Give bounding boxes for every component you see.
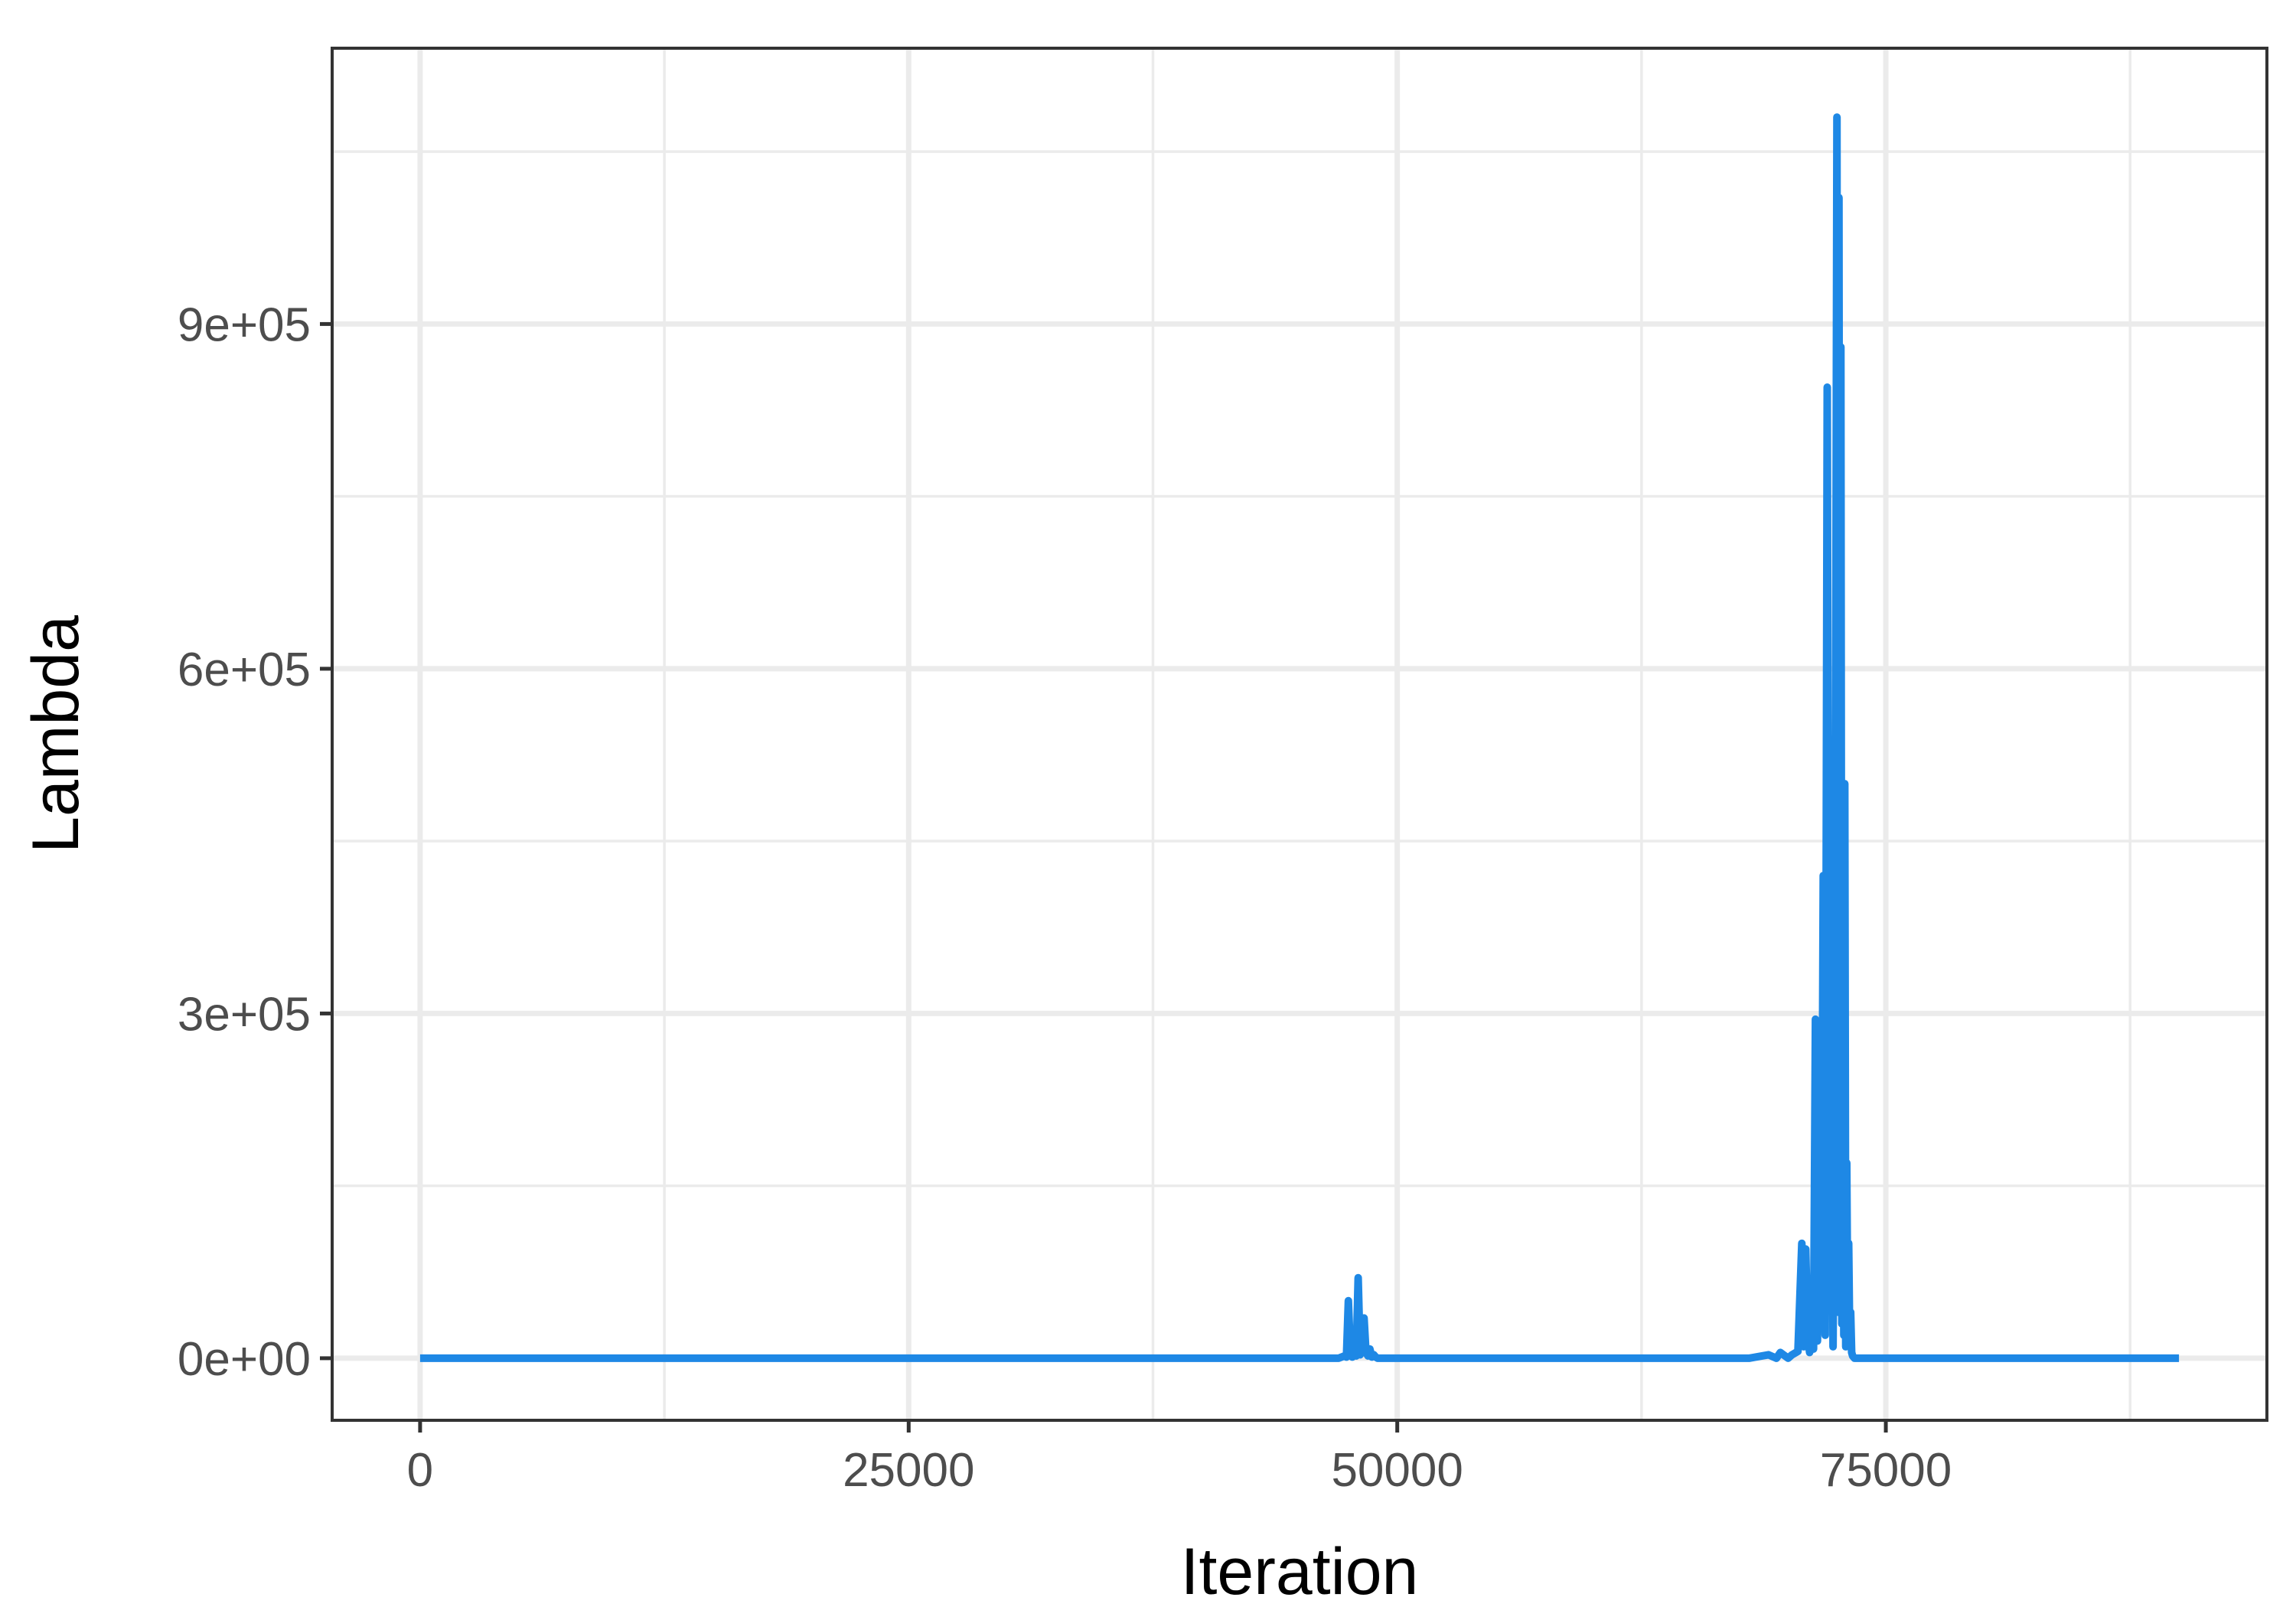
y-tick-label: 3e+05: [178, 988, 311, 1041]
x-tick-label: 25000: [843, 1444, 974, 1497]
major-gridlines: [332, 48, 2267, 1420]
plot-panel: [332, 48, 2267, 1420]
y-axis-title: Lambda: [19, 615, 93, 853]
series-line: [419, 113, 2180, 1362]
x-axis-title: Iteration: [1181, 1535, 1419, 1607]
x-axis-ticks: 0 25000 50000 75000: [407, 1420, 1952, 1497]
x-tick-label: 75000: [1820, 1444, 1952, 1497]
plot-panel-border: [331, 47, 2268, 1422]
x-tick-label: 50000: [1331, 1444, 1463, 1497]
x-tick-label: 0: [407, 1444, 433, 1497]
y-tick-label: 9e+05: [178, 298, 311, 351]
y-tick-label: 6e+05: [178, 644, 311, 696]
y-tick-label: 0e+00: [178, 1333, 311, 1386]
y-axis-ticks: 0e+00 3e+05 6e+05 9e+05: [178, 298, 332, 1386]
minor-gridlines: [332, 48, 2267, 1420]
